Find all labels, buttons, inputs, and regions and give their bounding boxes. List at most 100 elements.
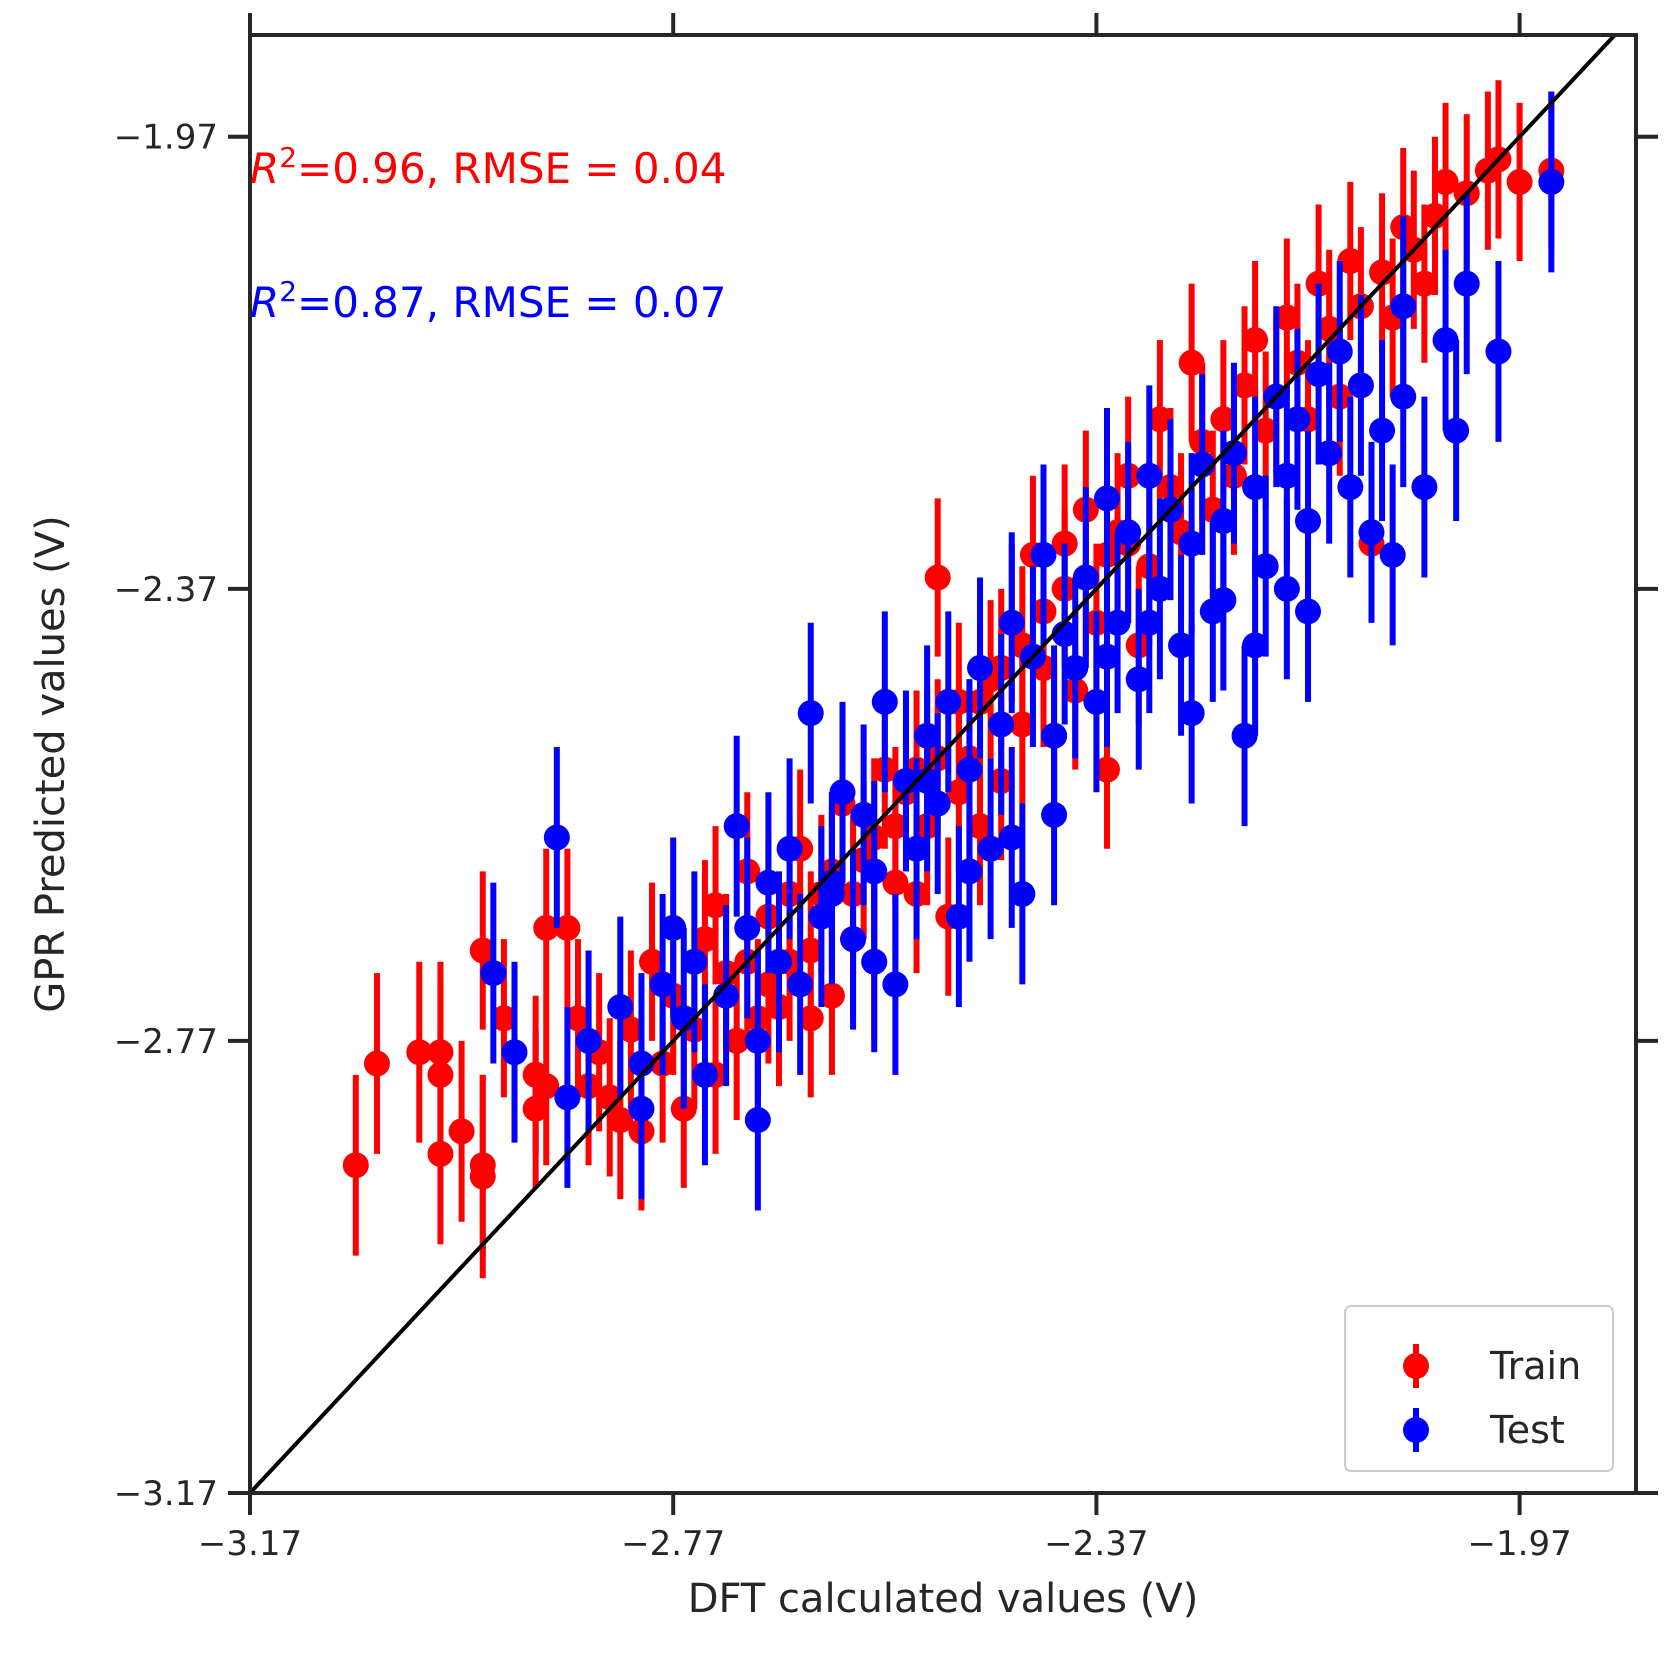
test-point [861, 858, 888, 885]
test-point [649, 971, 676, 998]
test-point [861, 948, 888, 975]
train-point [702, 892, 729, 919]
test-r2-superscript: 2 [279, 275, 297, 308]
test-point [1231, 722, 1258, 749]
train-point [607, 1107, 634, 1134]
test-point [744, 1107, 771, 1134]
test-point [935, 688, 962, 715]
test-point [998, 824, 1025, 851]
train-point [469, 937, 496, 964]
test-point [575, 1027, 602, 1054]
test-stats-text: =0.87, RMSE = 0.07 [297, 278, 726, 327]
test-point [1390, 383, 1417, 410]
train-point [427, 1061, 454, 1088]
train-point [924, 564, 951, 591]
train-point [342, 1152, 369, 1179]
train-point [533, 1073, 560, 1100]
x-tick-label: −2.77 [621, 1524, 725, 1564]
train-point [1337, 248, 1364, 275]
train-point [1146, 406, 1173, 433]
train-point [617, 1016, 644, 1043]
legend-item-test: Test [1403, 1408, 1565, 1452]
train-point [564, 1005, 591, 1032]
y-tick-label: −1.97 [114, 118, 218, 158]
legend: Train Test [1344, 1305, 1614, 1472]
test-point [1125, 666, 1152, 693]
test-point [734, 914, 761, 941]
x-tick-label: −3.17 [198, 1524, 302, 1564]
legend-test-label: Test [1489, 1408, 1565, 1452]
test-point [808, 903, 835, 930]
train-point [363, 1050, 390, 1077]
test-point [1485, 338, 1512, 365]
test-point [1136, 462, 1163, 489]
test-point [755, 869, 782, 896]
test-point [1104, 609, 1131, 636]
train-point [723, 1027, 750, 1054]
train-point [691, 926, 718, 953]
test-point [1009, 880, 1036, 907]
legend-train-label: Train [1489, 1344, 1581, 1388]
test-r2-symbol: R [250, 278, 279, 327]
test-point [1295, 598, 1322, 625]
train-r2-symbol: R [250, 144, 279, 193]
test-point [1337, 474, 1364, 501]
train-point [490, 1005, 517, 1032]
test-point [766, 948, 793, 975]
test-point [1178, 700, 1205, 727]
train-point [945, 779, 972, 806]
test-point [1242, 632, 1269, 659]
train-point [818, 982, 845, 1009]
train-point [1242, 327, 1269, 354]
chart-marks [342, 80, 1565, 1279]
x-tick-label: −2.37 [1044, 1524, 1148, 1564]
test-point [1252, 553, 1279, 580]
test-point [1284, 406, 1311, 433]
train-point [427, 1140, 454, 1167]
test-point [1210, 508, 1237, 534]
train-point [406, 1039, 433, 1066]
test-point [1146, 575, 1173, 602]
test-point [998, 609, 1025, 636]
test-point [850, 801, 877, 828]
test-point [967, 654, 994, 681]
test-point [1295, 508, 1322, 534]
train-point [1178, 349, 1205, 376]
test-point [1072, 564, 1099, 591]
test-point [1273, 462, 1300, 489]
train-point [1411, 270, 1438, 297]
test-point [1369, 417, 1396, 444]
test-point [628, 1095, 655, 1122]
train-point [882, 813, 909, 840]
train-point [639, 948, 666, 975]
legend-train-marker [1403, 1353, 1429, 1379]
axis-ticks: −3.17 −2.77 −2.37 −1.97 −3.17 −2.77 −2.37 −1.97 [114, 13, 1658, 1564]
train-stats-text: =0.96, RMSE = 0.04 [297, 144, 726, 193]
legend-box [1344, 1305, 1614, 1472]
train-point [1273, 304, 1300, 331]
test-point [1358, 519, 1385, 546]
test-point [1347, 372, 1374, 399]
train-point [1093, 756, 1120, 783]
test-point [988, 711, 1015, 738]
test-point [1453, 270, 1480, 297]
test-series [480, 91, 1565, 1211]
train-stats-annotation: R2=0.96, RMSE = 0.04 [250, 141, 726, 194]
test-point [977, 835, 1004, 862]
test-point [1538, 168, 1565, 195]
test-point [945, 903, 972, 930]
test-point [914, 722, 941, 749]
train-point [797, 1005, 824, 1032]
test-point [1083, 688, 1110, 715]
test-point [956, 756, 983, 783]
test-point [1062, 654, 1089, 681]
test-point [787, 971, 814, 998]
legend-test-marker [1403, 1417, 1429, 1443]
test-point [1443, 417, 1470, 444]
test-point [554, 1084, 581, 1111]
train-point [755, 971, 782, 998]
test-point [871, 688, 898, 715]
train-point [1252, 417, 1279, 444]
test-point [829, 779, 856, 806]
